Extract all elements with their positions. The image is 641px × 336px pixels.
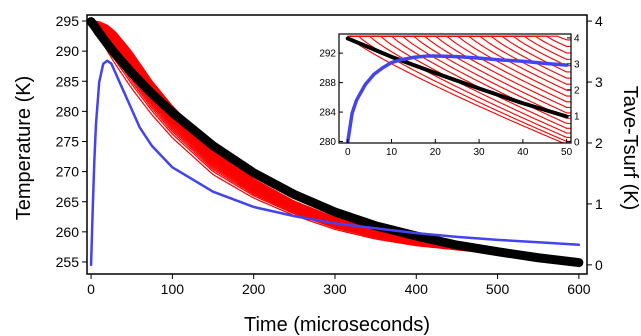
main-blue-curve-line [89,59,581,267]
main-y-tick-label: 280 [56,103,80,119]
inset-y-tick-label: 292 [319,49,336,60]
main-panel: 0 100 200 300 400 500 600255260265270275280285… [13,13,641,336]
main-y-tick-label: 290 [56,43,80,59]
y-axis-title: Temperature (K) [13,76,35,221]
main-y-tick-label: 260 [56,224,80,240]
inset-red-curve-family [347,35,571,144]
inset-x-tick-label: 30 [474,147,486,158]
main-y-tick-label: 265 [56,194,80,210]
main-x-tick-label: 100 [161,281,185,297]
main-y2-tick-label: 2 [595,135,603,151]
main-y2-tick-label: 0 [595,257,603,273]
inset-panel: 0 10 20 30 40 50 280 284 288 292 0 1 2 3 4 [319,33,580,158]
main-axis-ticks: 0 100 200 300 400 500 600255260265270275280285… [56,13,603,297]
main-y-tick-label: 295 [56,13,80,29]
main-x-tick-label: 600 [567,281,591,297]
inset-y2-tick-label: 3 [574,59,580,70]
main-black-curve [86,17,584,268]
inset-blue-curve [346,54,569,144]
main-y-tick-label: 285 [56,73,80,89]
main-y2-tick-label: 3 [595,74,603,90]
inset-x-tick-label: 10 [386,147,398,158]
main-y2-tick-label: 4 [595,13,603,29]
inset-y2-tick-label: 2 [574,85,580,96]
inset-y-tick-label: 284 [319,108,336,119]
main-x-tick-label: 200 [242,281,266,297]
main-blue-curve [89,59,581,267]
inset-x-tick-label: 20 [430,147,442,158]
main-x-tick-label: 400 [405,281,429,297]
main-x-tick-label: 500 [486,281,510,297]
x-axis-title: Time (microseconds) [244,314,430,336]
inset-x-tick-label: 0 [345,147,351,158]
inset-red-curve-3 [347,35,571,139]
y2-axis-title: Tave-Tsurf (K) [619,86,641,210]
main-x-tick-label: 0 [87,281,95,297]
inset-y2-tick-label: 0 [574,137,580,148]
inset-y-tick-label: 288 [319,78,336,89]
inset-red-curve-1 [347,35,571,144]
inset-blue-curve-line [346,54,569,144]
main-y-tick-label: 275 [56,134,80,150]
main-y-tick-label: 270 [56,164,80,180]
inset-y-tick-label: 280 [319,137,336,148]
inset-axis-ticks: 0 10 20 30 40 50 280 284 288 292 0 1 2 3 4 [319,33,580,158]
inset-black-curve [345,36,569,119]
main-y-tick-label: 255 [56,254,80,270]
main-y2-tick-label: 1 [595,196,603,212]
inset-y2-tick-label: 4 [574,33,580,44]
inset-plot-frame [338,33,572,144]
inset-x-tick-label: 40 [517,147,529,158]
main-x-tick-label: 300 [323,281,347,297]
inset-y2-tick-label: 1 [574,111,580,122]
inset-black-curve-line [345,36,569,119]
main-plot-frame [86,14,588,275]
main-black-curve-line [86,17,584,268]
inset-red-curve-20 [347,35,571,41]
inset-x-tick-label: 50 [561,147,573,158]
